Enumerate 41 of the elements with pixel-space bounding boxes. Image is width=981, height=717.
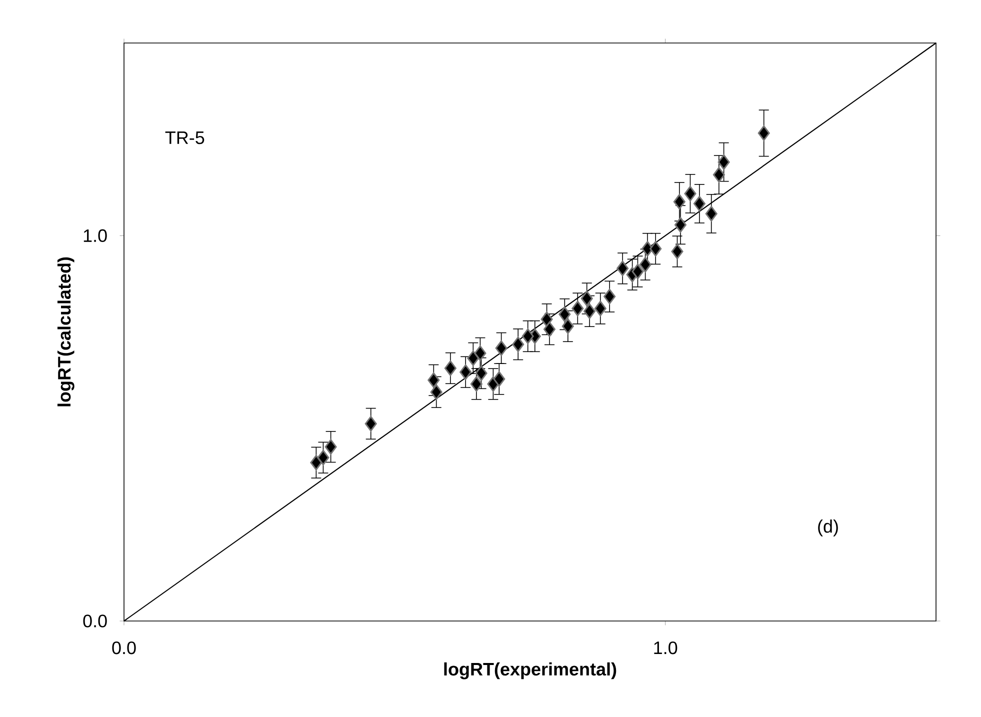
point [558, 306, 571, 322]
x-axis-title: logRT(experimental) [444, 662, 616, 680]
point [641, 241, 654, 257]
point [475, 365, 488, 381]
point [467, 350, 480, 366]
point [310, 454, 322, 470]
point [718, 154, 730, 170]
point [562, 318, 574, 334]
point [693, 196, 706, 212]
point [495, 340, 508, 356]
point [444, 360, 456, 376]
point [522, 328, 534, 344]
point [324, 439, 337, 455]
point [580, 290, 593, 306]
point [673, 194, 686, 210]
point [712, 167, 725, 183]
point [684, 186, 696, 202]
point [671, 244, 684, 260]
annotation: TR-5 [165, 132, 204, 144]
point [705, 206, 718, 222]
point [364, 416, 377, 432]
point [616, 260, 629, 276]
point [493, 371, 506, 387]
point [594, 300, 606, 316]
point [460, 364, 472, 380]
point [540, 312, 553, 328]
annotation: (d) [818, 520, 838, 536]
point [470, 376, 482, 392]
point [317, 450, 330, 466]
point [543, 322, 556, 338]
point [474, 345, 486, 361]
point [758, 125, 770, 141]
point [650, 241, 662, 257]
point [674, 217, 686, 233]
point [430, 384, 442, 400]
point [428, 372, 440, 388]
point [604, 288, 616, 304]
point [572, 300, 584, 316]
y-axis-title: logRT(calculated) [57, 257, 74, 406]
point [512, 336, 524, 352]
point [584, 303, 596, 319]
